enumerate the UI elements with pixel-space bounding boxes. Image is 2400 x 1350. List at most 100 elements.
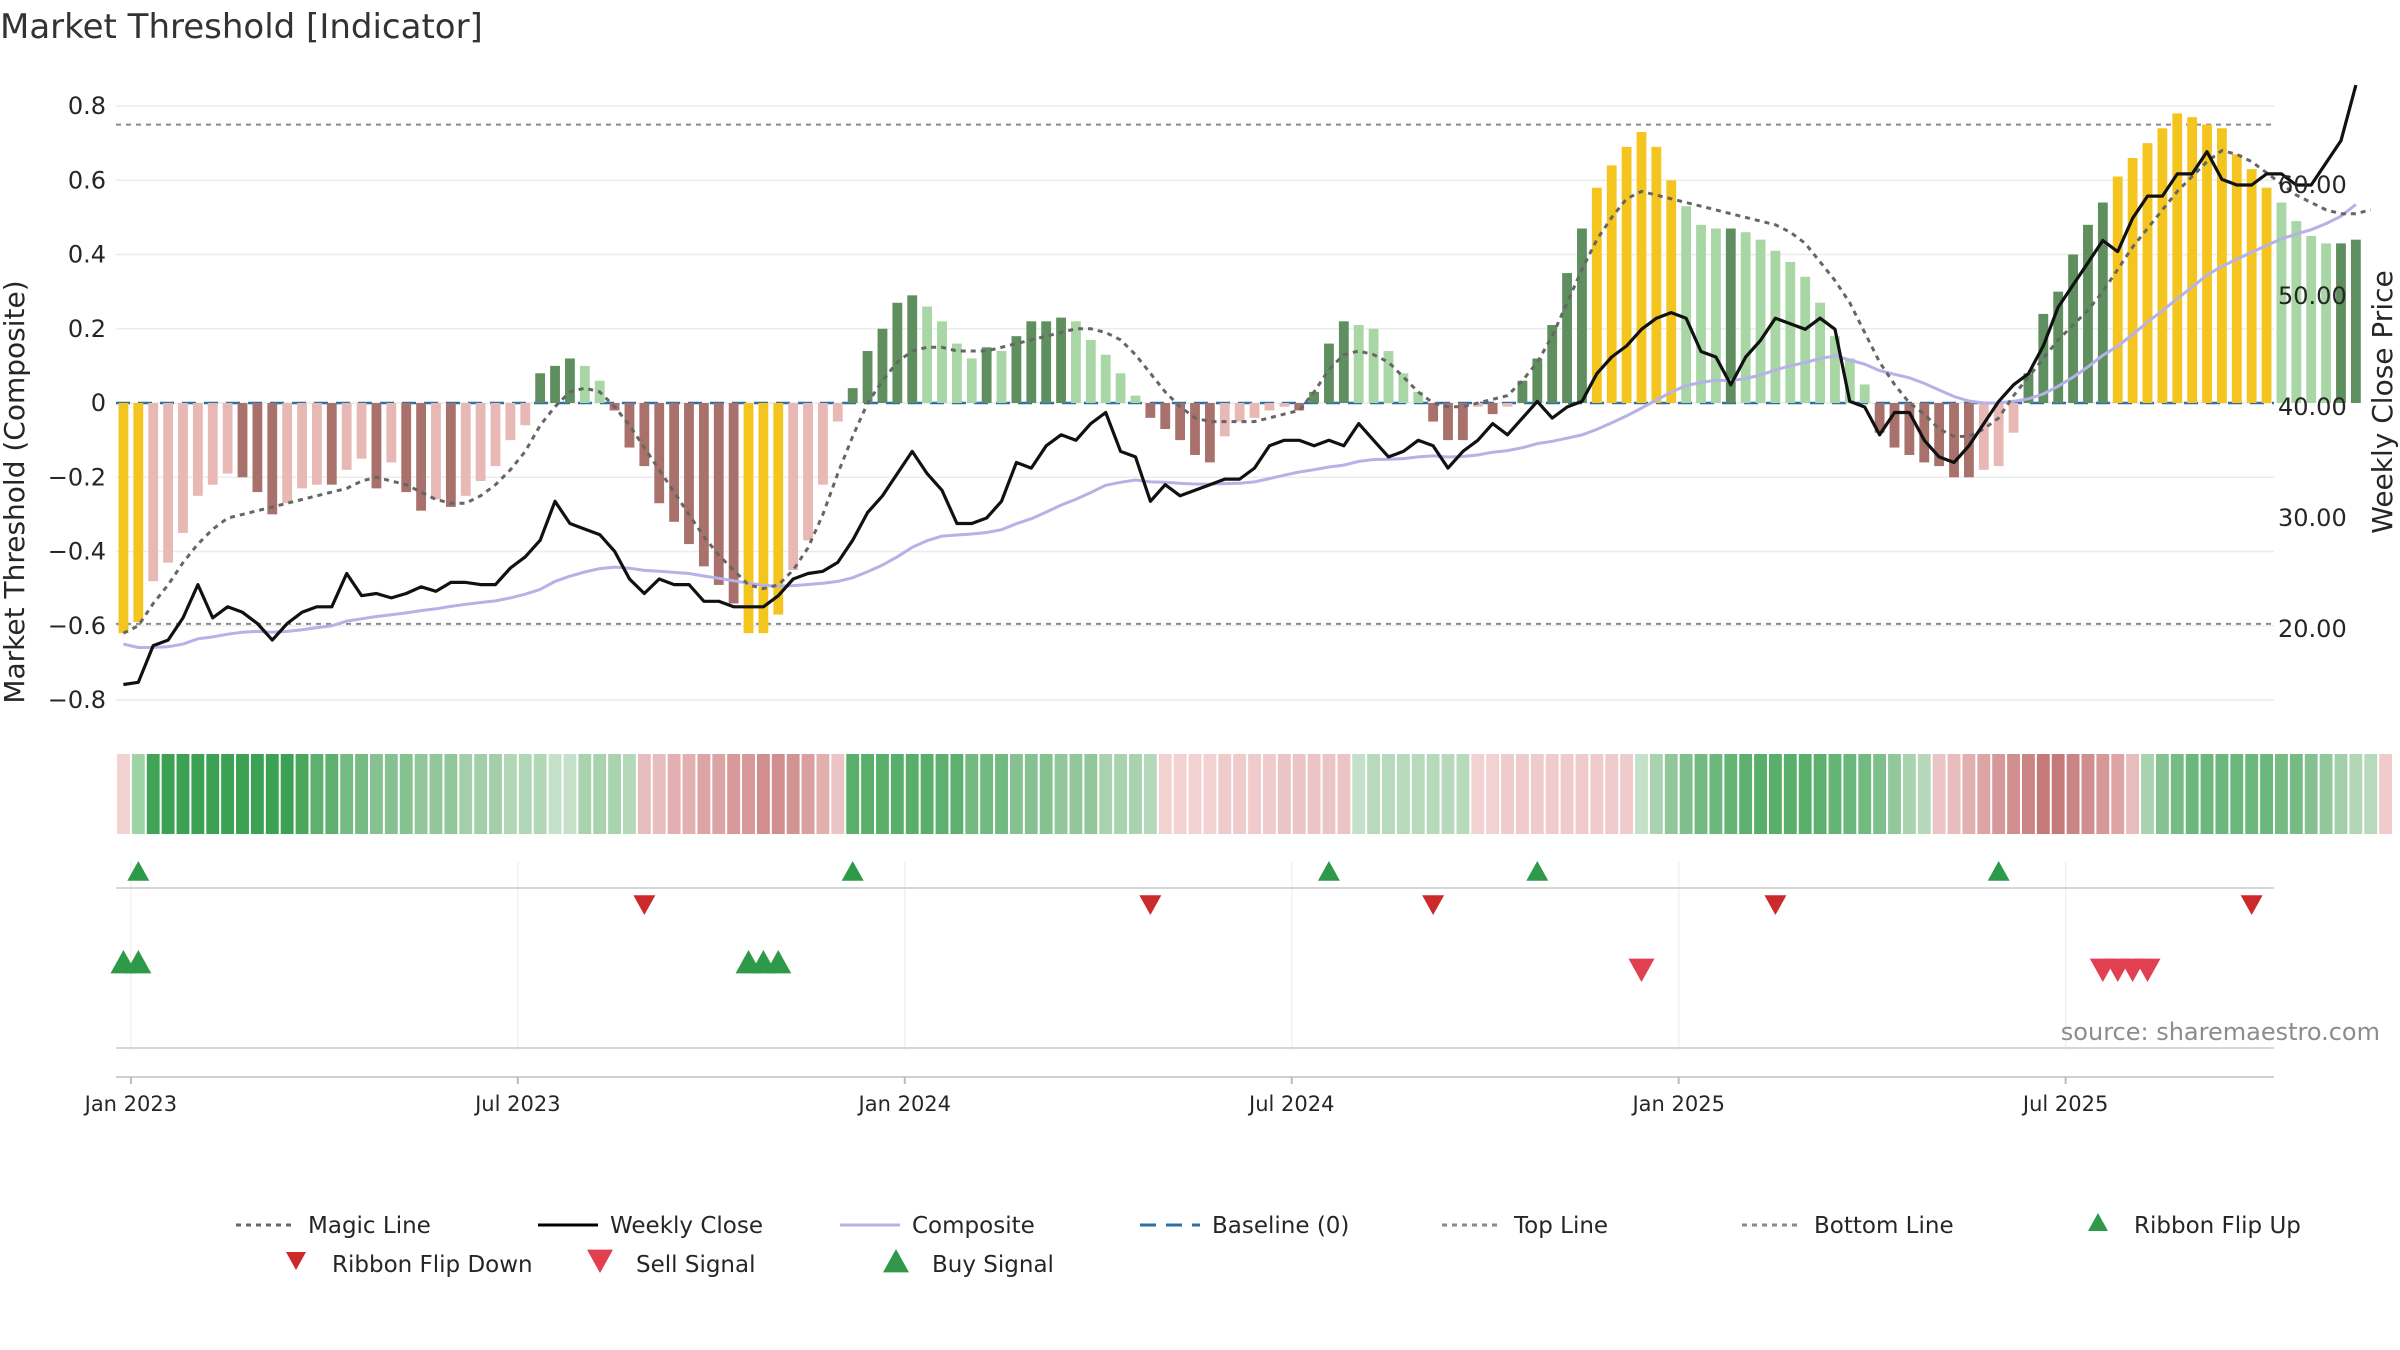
composite-bar: [1681, 206, 1692, 403]
composite-bar: [1696, 224, 1706, 403]
ribbon-cell: [1962, 754, 1976, 834]
ribbon-cell: [117, 754, 130, 834]
ribbon-cell: [1441, 754, 1455, 834]
ribbon-cell: [816, 754, 830, 834]
ribbon-cell: [652, 754, 666, 834]
ribbon-cell: [1322, 754, 1336, 834]
composite-bar: [1294, 403, 1305, 411]
ribbon-cell: [1188, 754, 1202, 834]
composite-bar: [148, 403, 159, 582]
ribbon-cell: [1620, 754, 1634, 834]
ribbon-cell: [608, 754, 622, 834]
composite-bar: [1621, 146, 1632, 403]
composite-bar: [1666, 180, 1677, 403]
ribbon-cell: [801, 754, 815, 834]
composite-bar: [639, 403, 650, 467]
ribbon-cell: [2364, 754, 2378, 834]
ribbon-cell: [1947, 754, 1961, 834]
ribbon-cell: [280, 754, 294, 834]
composite-bar: [1606, 165, 1617, 403]
ribbon-flip-up-marker: [1526, 861, 1549, 881]
composite-bar: [862, 351, 873, 403]
ribbon-cell: [2081, 754, 2095, 834]
composite-bar: [951, 343, 962, 403]
composite-bar: [579, 365, 590, 403]
x-tick-label: Jan 2024: [857, 1092, 952, 1116]
left-tick-label: 0.8: [68, 92, 106, 120]
legend-item: Baseline (0): [1140, 1213, 1349, 1239]
legend-label: Composite: [912, 1213, 1035, 1239]
ribbon-cell: [1798, 754, 1812, 834]
composite-bar: [178, 403, 188, 533]
composite-bar: [1175, 403, 1186, 441]
ribbon-flip-down-marker: [1139, 895, 1162, 915]
composite-bar: [1755, 239, 1766, 403]
ribbon-cell: [2021, 754, 2035, 834]
ribbon-cell: [1203, 754, 1217, 834]
composite-bar: [520, 403, 531, 426]
ribbon-cell: [2319, 754, 2333, 834]
ribbon-cell: [682, 754, 696, 834]
ribbon-cell: [1277, 754, 1291, 834]
composite-bar: [1160, 403, 1171, 429]
ribbon-cell: [1679, 754, 1693, 834]
composite-bar: [2336, 243, 2346, 403]
composite-bar: [1443, 403, 1453, 441]
composite-bar: [1264, 403, 1275, 411]
legend-label: Buy Signal: [932, 1252, 1054, 1278]
left-tick-label: 0.6: [68, 166, 106, 194]
ribbon-cell: [1709, 754, 1723, 834]
ribbon-cell: [1009, 754, 1023, 834]
buy-signal-marker: [765, 950, 792, 974]
composite-bar: [133, 403, 144, 623]
ribbon-cell: [2289, 754, 2303, 834]
legend-label: Ribbon Flip Down: [332, 1252, 533, 1278]
right-tick-label: 50.00: [2278, 282, 2347, 310]
ribbon-cell: [593, 754, 607, 834]
ribbon-cell: [846, 754, 860, 834]
left-tick-label: −0.8: [48, 686, 106, 714]
left-tick-label: −0.4: [48, 538, 106, 566]
left-tick-label: 0: [91, 389, 106, 417]
ribbon-cell: [2230, 754, 2244, 834]
composite-bar: [550, 365, 560, 403]
composite-bar: [1428, 403, 1439, 422]
x-tick-label: Jan 2025: [1630, 1092, 1725, 1116]
composite-bar: [2276, 202, 2287, 403]
legend-item: Ribbon Flip Down: [286, 1252, 533, 1278]
composite-bar: [1190, 403, 1200, 455]
ribbon-flip-up-marker: [1317, 861, 1340, 881]
composite-bar: [505, 403, 516, 441]
ribbon-cell: [2200, 754, 2214, 834]
composite-bar: [1740, 232, 1751, 403]
composite-bar: [698, 403, 709, 567]
ribbon-cell: [1114, 754, 1128, 834]
composite-bar: [758, 403, 769, 634]
composite-bar: [1919, 403, 1930, 463]
ribbon-cell: [1471, 754, 1485, 834]
composite-bar: [1636, 131, 1647, 404]
composite-bar: [1100, 354, 1111, 403]
series-lines: [122, 84, 2372, 687]
ribbon-cell: [1560, 754, 1574, 834]
ribbon-cell: [2245, 754, 2259, 834]
ribbon-cell: [935, 754, 949, 834]
legend-label: Magic Line: [308, 1213, 431, 1239]
composite-bar: [1249, 403, 1260, 418]
ribbon-cell: [1888, 754, 1901, 834]
ribbon-cell: [1724, 754, 1738, 834]
left-tick-label: 0.2: [68, 315, 106, 343]
composite-bar: [1591, 187, 1602, 403]
composite-bar: [1383, 351, 1394, 403]
sell-signal-marker: [2134, 958, 2161, 982]
composite-bar: [996, 351, 1007, 403]
ribbon-cell: [563, 754, 577, 834]
composite-bar: [1547, 325, 1558, 403]
composite-bar: [937, 321, 947, 403]
ribbon-cell: [1352, 754, 1366, 834]
x-tick-label: Jan 2023: [83, 1092, 178, 1116]
ribbon-cell: [1932, 754, 1946, 834]
ribbon-cell: [444, 754, 458, 834]
right-tick-label: 30.00: [2278, 504, 2347, 532]
ribbon-cell: [2051, 754, 2065, 834]
